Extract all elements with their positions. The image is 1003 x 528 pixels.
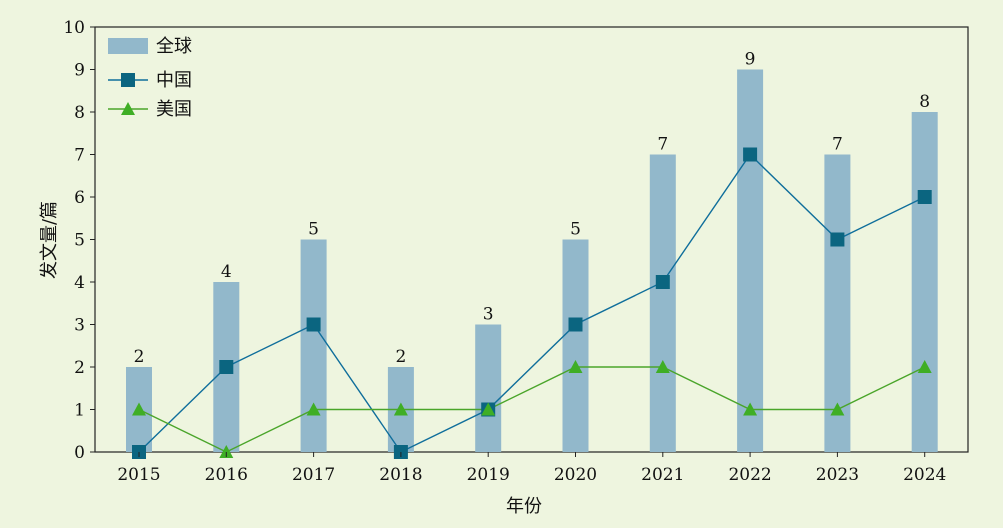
triangle-marker: [306, 402, 321, 416]
y-tick-label: 3: [74, 316, 85, 336]
y-tick-label: 9: [74, 61, 85, 81]
plot-area: [94, 26, 969, 453]
y-tick-label: 7: [74, 146, 85, 166]
bar: [737, 69, 764, 452]
y-tick-label: 5: [74, 231, 85, 251]
triangle-marker: [917, 360, 932, 373]
bar: [649, 154, 676, 452]
bar-value-label: 2: [395, 347, 406, 367]
legend-label: 全球: [156, 36, 192, 57]
series-line: [138, 153, 926, 453]
legend-triangle-marker: [121, 102, 135, 115]
bar-value-label: 9: [745, 50, 756, 70]
triangle-marker: [219, 445, 234, 458]
x-tick-label: 2016: [205, 465, 248, 485]
y-tick-label: 0: [74, 443, 85, 463]
legend-label: 美国: [156, 99, 192, 120]
x-tick-label: 2015: [117, 465, 160, 485]
square-marker: [917, 190, 932, 204]
bar: [824, 154, 851, 452]
triangle-marker: [481, 402, 496, 416]
bar-value-label: 5: [308, 220, 319, 240]
x-tick-label: 2024: [903, 465, 946, 485]
x-tick-label: 2021: [641, 465, 684, 485]
legend-swatch: [108, 38, 148, 54]
bar: [562, 239, 589, 452]
x-tick-label: 2017: [292, 465, 335, 485]
square-marker: [306, 317, 321, 332]
triangle-marker: [393, 402, 408, 416]
y-tick-label: 8: [74, 103, 85, 123]
y-axis-title: 发文量/篇: [39, 201, 60, 279]
square-marker: [219, 360, 234, 374]
y-tick-label: 6: [74, 188, 85, 208]
x-tick-label: 2023: [816, 465, 859, 485]
triangle-marker: [132, 402, 146, 416]
y-tick-label: 2: [74, 358, 85, 378]
square-marker: [655, 275, 670, 289]
bar-value-label: 4: [221, 262, 232, 282]
x-tick-label: 2019: [467, 465, 510, 485]
square-marker: [830, 232, 845, 247]
triangle-marker: [568, 360, 583, 373]
x-axis-title: 年份: [506, 496, 542, 517]
bar-value-label: 2: [134, 347, 145, 367]
bar-value-label: 8: [919, 92, 930, 112]
triangle-marker: [655, 360, 670, 373]
bar-value-label: 7: [657, 135, 668, 155]
bar: [911, 112, 938, 452]
x-tick-label: 2020: [554, 465, 597, 485]
bar-value-label: 5: [570, 220, 581, 240]
bar: [475, 324, 502, 452]
legend-square-marker: [121, 73, 135, 87]
bar-value-label: 3: [483, 305, 494, 325]
triangle-marker: [743, 402, 758, 416]
bar: [300, 239, 327, 452]
square-marker: [568, 317, 583, 332]
bar-value-label: 7: [832, 135, 843, 155]
y-tick-label: 10: [63, 18, 85, 38]
triangle-marker: [830, 402, 845, 416]
legend-label: 中国: [156, 70, 192, 91]
y-tick-label: 4: [74, 273, 85, 293]
x-tick-label: 2018: [379, 465, 422, 485]
series-line: [138, 366, 926, 453]
y-tick-label: 1: [74, 401, 85, 421]
x-tick-label: 2022: [728, 465, 771, 485]
square-marker: [743, 147, 758, 162]
